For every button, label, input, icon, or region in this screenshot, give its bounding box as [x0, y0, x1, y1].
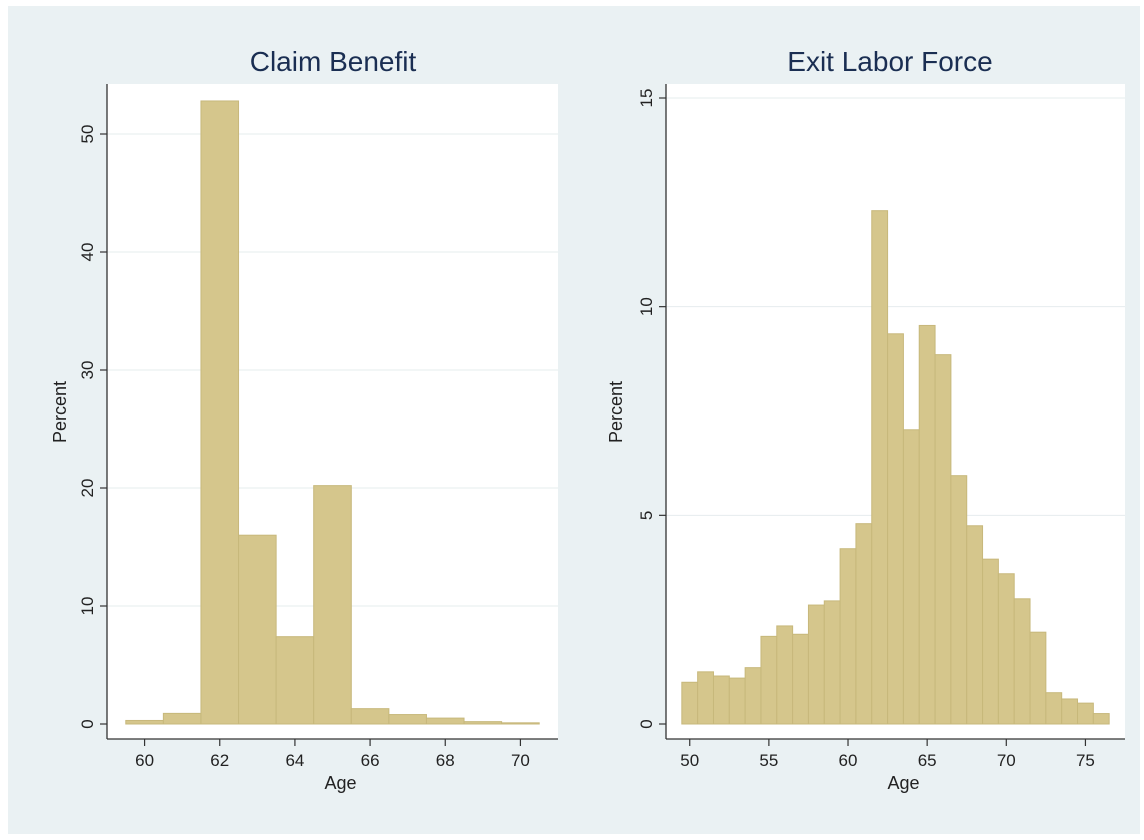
panel-2-title: Exit Labor Force [787, 46, 992, 77]
panel-2-x-tick-label-3: 65 [918, 751, 937, 770]
panel-2-bar-4 [744, 667, 762, 725]
panel-1-bar-3 [238, 534, 277, 725]
panel-1-y-tick-label-4: 40 [78, 243, 97, 262]
panel-2-bar-16 [934, 354, 952, 725]
panel-1-y-tick-label-2: 20 [78, 479, 97, 498]
panel-2-bar-3 [728, 677, 746, 725]
panel-1-x-tick-label-3: 66 [361, 751, 380, 770]
panel-1-bar-0 [125, 719, 164, 725]
panel-2-bar-22 [1029, 631, 1047, 725]
panel-2-y-axis-title: Percent [606, 381, 626, 443]
panel-2-x-axis-title: Age [887, 773, 919, 793]
panel-1-bar-8 [425, 717, 465, 725]
panel-1-bar-2 [200, 100, 240, 725]
panel-2-bar-0 [681, 681, 699, 725]
panel-2-bar-2 [712, 675, 730, 725]
panel-2-y-tick-label-0: 0 [637, 719, 656, 728]
panel-2-bar-13 [887, 333, 904, 725]
panel-2-x-tick-label-4: 70 [997, 751, 1016, 770]
panel-2-x-tick-label-2: 60 [839, 751, 858, 770]
panel-1-bar-6 [350, 708, 390, 725]
panel-1-y-tick-label-1: 10 [78, 597, 97, 616]
panel-1-bar-4 [275, 636, 315, 725]
panel-1-bar-9 [463, 721, 503, 725]
panel-2-bar-26 [1092, 713, 1110, 725]
panel-1-y-tick-label-3: 30 [78, 361, 97, 380]
panel-1-x-tick-label-4: 68 [436, 751, 455, 770]
panel-2-bar-12 [871, 210, 889, 725]
panel-2-x-tick-label-1: 55 [759, 751, 778, 770]
panel-2-bar-21 [1013, 598, 1031, 725]
panel-2-bar-18 [966, 525, 984, 725]
figure: 0 10 20 30 40 50 60 62 64 66 68 70 Claim Benefit Age P… [8, 6, 1140, 834]
panel-1-y-axis-title: Percent [50, 381, 70, 443]
panel-1-x-axis-title: Age [324, 773, 356, 793]
panel-2-bar-6 [776, 625, 794, 725]
panel-2-y-tick-label-3: 15 [637, 89, 656, 108]
panel-1-y-tick-label-0: 0 [78, 719, 97, 728]
panel-2-bar-9 [823, 600, 841, 725]
panel-2-bar-19 [982, 558, 999, 725]
panel-1-x-tick-label-1: 62 [210, 751, 229, 770]
panel-2-bar-15 [918, 324, 936, 725]
panel-2-bar-24 [1061, 698, 1079, 725]
panel-1-title: Claim Benefit [250, 46, 417, 77]
panel-2-bar-10 [839, 548, 857, 725]
panel-2-bar-25 [1077, 702, 1094, 725]
panel-2-bar-1 [697, 671, 714, 725]
panel-2-y-tick-label-1: 5 [637, 511, 656, 520]
panel-2-y-tick-label-2: 10 [637, 297, 656, 316]
panel-2-bar-23 [1045, 692, 1063, 725]
panel-1-y-tick-label-5: 50 [78, 125, 97, 144]
panel-2-bar-11 [855, 523, 873, 725]
panel-1-bar-5 [313, 485, 352, 725]
panel-1-bar-10 [501, 722, 540, 725]
panel-1-x-tick-label-2: 64 [285, 751, 304, 770]
panel-2-bar-20 [997, 573, 1015, 725]
panel-2-bar-5 [760, 635, 778, 725]
panel-2-bar-14 [902, 429, 920, 725]
panel-2-x-tick-label-0: 50 [680, 751, 699, 770]
panel-1-bar-7 [388, 714, 427, 725]
panel-2-x-tick-label-5: 75 [1076, 751, 1095, 770]
panel-2-bar-17 [950, 475, 968, 725]
panel-2-bar-8 [807, 604, 825, 725]
panel-1-x-tick-label-5: 70 [511, 751, 530, 770]
panel-1-bar-1 [162, 712, 202, 725]
panel-2-bar-7 [792, 633, 809, 725]
panel-1-x-tick-label-0: 60 [135, 751, 154, 770]
